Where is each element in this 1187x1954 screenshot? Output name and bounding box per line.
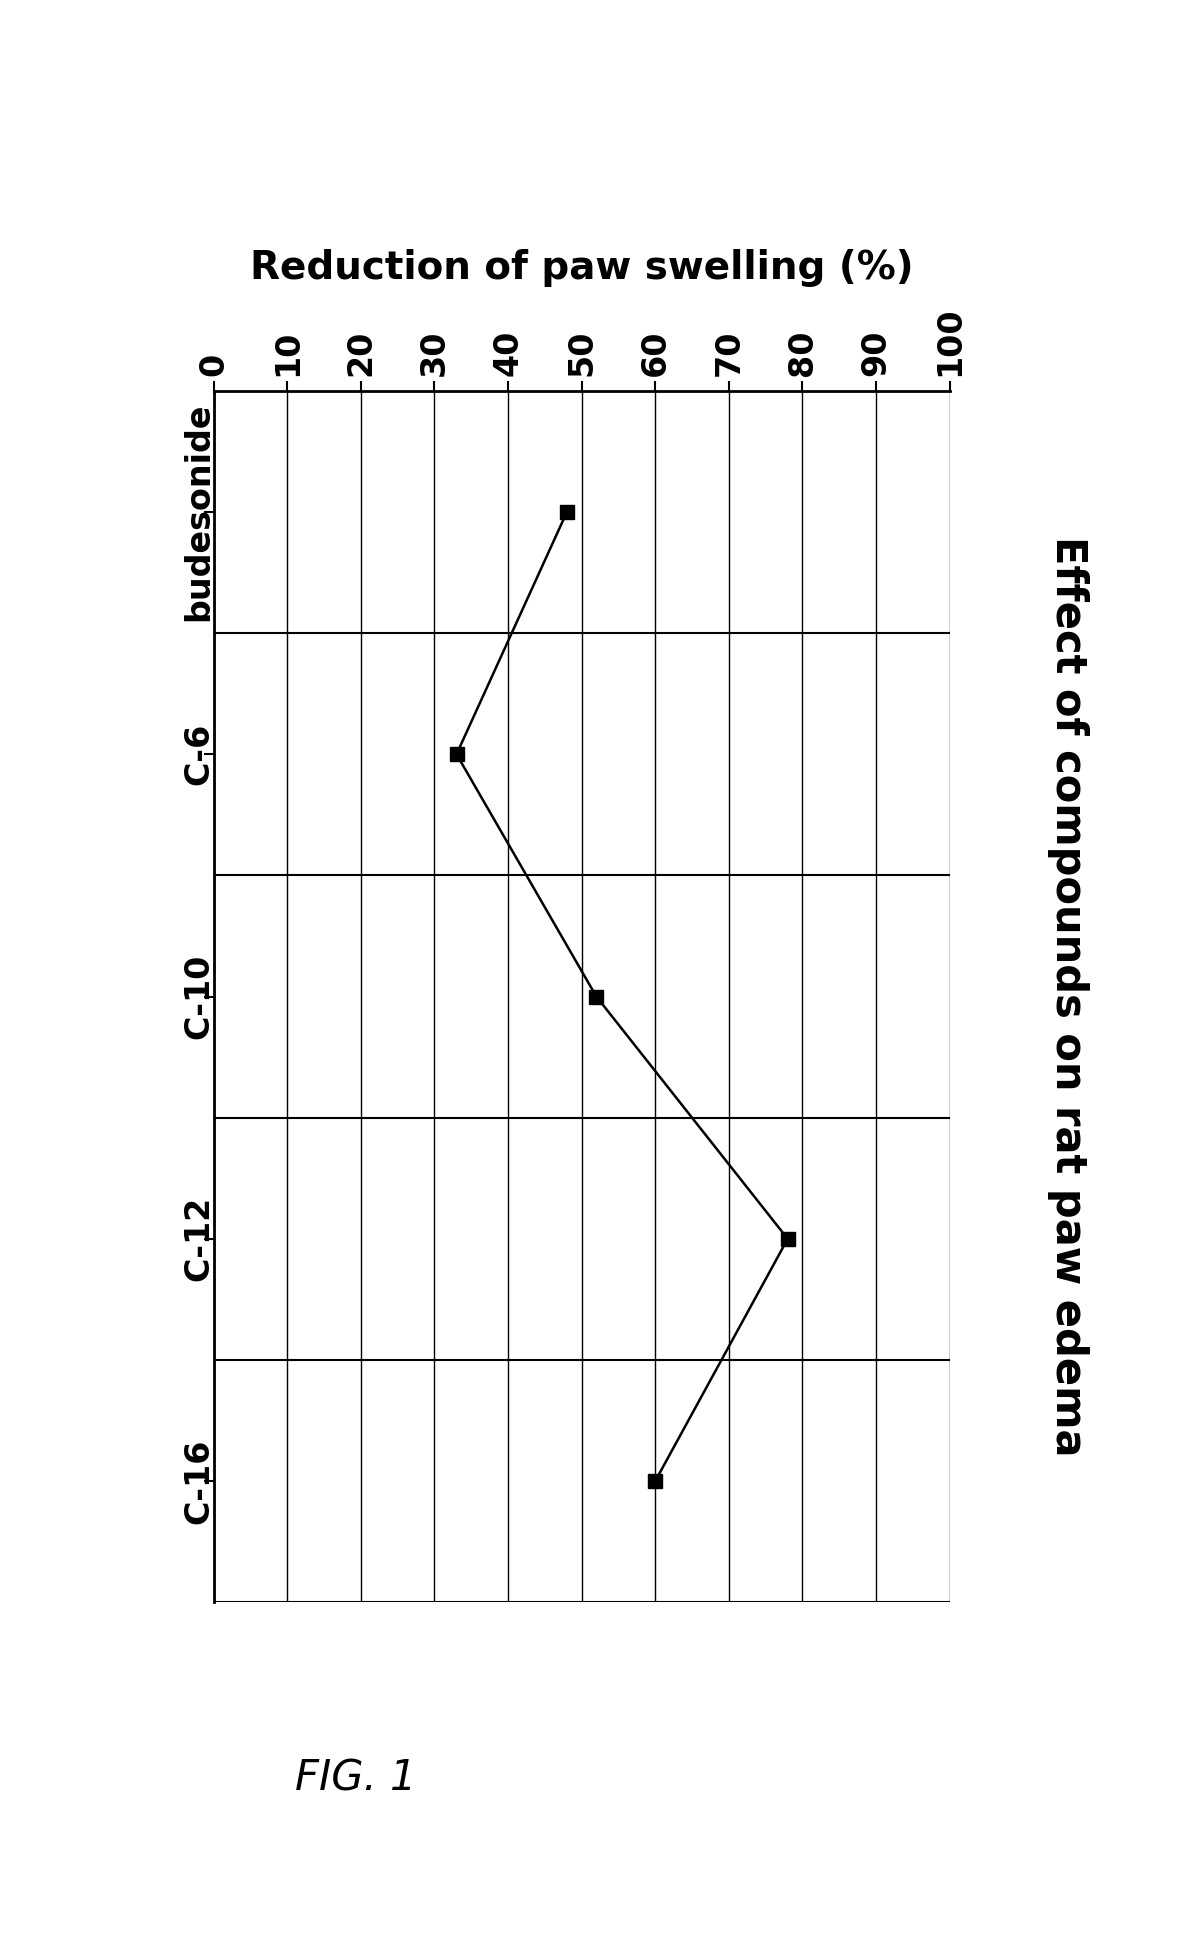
Text: FIG. 1: FIG. 1: [296, 1757, 417, 1800]
X-axis label: Reduction of paw swelling (%): Reduction of paw swelling (%): [249, 248, 914, 287]
Text: Effect of compounds on rat paw edema: Effect of compounds on rat paw edema: [1047, 535, 1090, 1458]
